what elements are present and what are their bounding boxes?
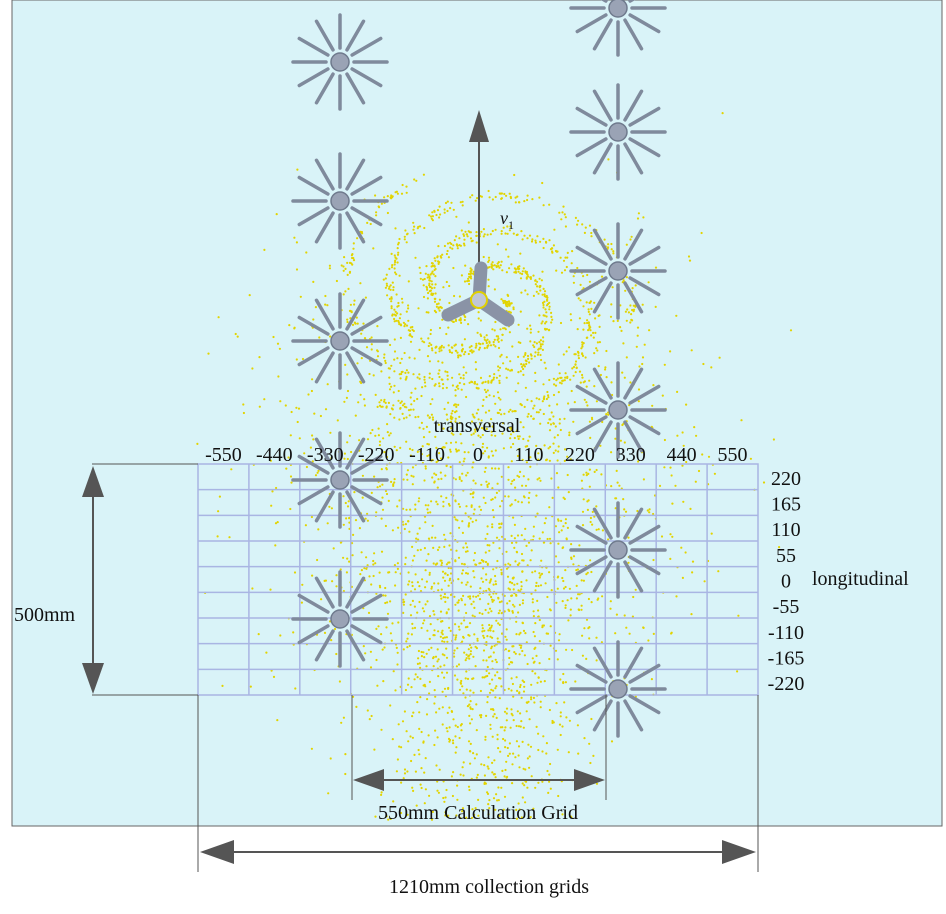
star-nozzle-icon — [291, 292, 389, 390]
star-nozzle-icon — [291, 152, 389, 250]
transversal-ticks: -550 -440 -330 -220 -110 0 110 220 330 440 550 — [205, 444, 747, 466]
velocity-label: v1 — [500, 208, 514, 232]
star-nozzle-icon — [291, 570, 389, 668]
collection-grid-label: 1210mm collection grids — [389, 876, 589, 898]
longitudinal-tick-label: -220 — [768, 673, 805, 695]
height-dimension-label: 500mm — [14, 604, 76, 626]
longitudinal-tick-label: 0 — [781, 571, 791, 593]
longitudinal-tick-label: 110 — [771, 519, 800, 541]
longitudinal-tick-label: -165 — [768, 648, 805, 670]
transversal-tick-label: 440 — [667, 444, 697, 466]
star-nozzle-icon — [569, 501, 667, 599]
longitudinal-tick-label: 220 — [771, 468, 801, 490]
transversal-tick-label: -440 — [256, 444, 293, 466]
transversal-tick-label: -110 — [409, 444, 445, 466]
longitudinal-ticks: 220 165 110 55 0 -55 -110 -165 -220 — [768, 468, 805, 695]
longitudinal-axis-label: longitudinal — [812, 568, 909, 590]
star-nozzle-icon — [569, 222, 667, 320]
transversal-tick-label: -330 — [307, 444, 344, 466]
star-nozzle-icon — [291, 13, 389, 111]
star-nozzle-icon — [569, 83, 667, 181]
transversal-tick-label: 0 — [473, 444, 483, 466]
transversal-tick-label: -220 — [358, 444, 395, 466]
longitudinal-tick-label: -110 — [768, 622, 804, 644]
collection-grid — [197, 463, 759, 696]
longitudinal-tick-label: -55 — [773, 596, 800, 618]
star-nozzle-icon — [291, 431, 389, 529]
transversal-tick-label: 550 — [718, 444, 748, 466]
transversal-axis-label: transversal — [434, 415, 521, 437]
transversal-tick-label: 330 — [616, 444, 646, 466]
nozzle-array — [291, 0, 667, 738]
star-nozzle-icon — [569, 0, 667, 57]
transversal-tick-label: 110 — [514, 444, 543, 466]
transversal-tick-label: 220 — [565, 444, 595, 466]
transversal-tick-label: -550 — [205, 444, 242, 466]
calc-grid-dimension — [351, 695, 607, 800]
longitudinal-tick-label: 55 — [776, 545, 796, 567]
collection-grid-dimension — [197, 695, 759, 872]
longitudinal-tick-label: 165 — [771, 494, 801, 516]
height-dimension — [82, 463, 198, 696]
star-nozzle-icon — [569, 640, 667, 738]
star-nozzle-icon — [569, 361, 667, 459]
calc-grid-label: 550mm Calculation Grid — [378, 802, 578, 824]
three-arm-sprinkler-icon — [441, 261, 515, 327]
